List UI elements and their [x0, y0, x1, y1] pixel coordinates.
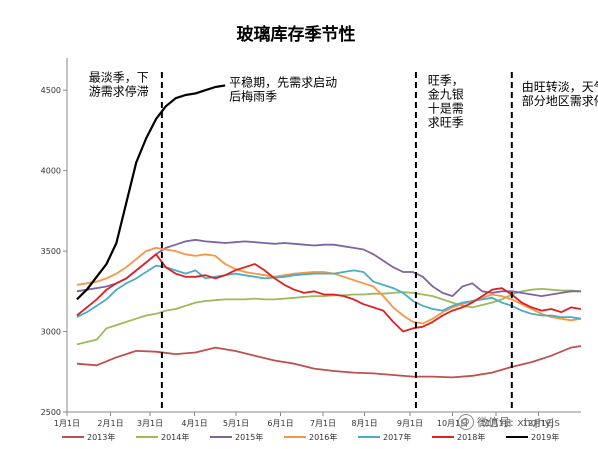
legend-label: 2018年	[457, 432, 485, 442]
annotation-text: 游需求停滞	[89, 83, 149, 98]
annotation-text: 平稳期，先需求启动	[229, 74, 337, 89]
x-tick-label: 3月1日	[137, 419, 163, 428]
x-tick-label: 6月1日	[267, 419, 293, 428]
series-line-2018年	[76, 253, 582, 333]
legend-label: 2019年	[531, 432, 559, 442]
watermark: 微信号: xhqhyjs	[458, 414, 560, 430]
x-tick-label: 2月1日	[97, 419, 123, 428]
y-tick-label: 4500	[41, 86, 61, 95]
annotation-text: 部分地区需求停滞	[522, 93, 598, 108]
series-line-2015年	[76, 238, 581, 298]
legend-label: 2015年	[235, 432, 263, 442]
legend-label: 2016年	[309, 432, 337, 442]
watermark-label: 微信号: xhqhyjs	[477, 416, 560, 429]
x-tick-label: 7月1日	[310, 419, 336, 428]
y-tick-label: 3000	[41, 328, 61, 337]
y-tick-label: 3500	[41, 247, 61, 256]
x-tick-label: 9月1日	[397, 419, 423, 428]
series-layer	[76, 84, 582, 379]
annotation-text: 金九银	[428, 87, 464, 102]
annotation-text: 由旺转淡，天气转冷，	[522, 79, 598, 94]
legend-label: 2013年	[87, 432, 115, 442]
y-tick-label: 2500	[41, 408, 61, 417]
annotation-text: 十是需	[428, 102, 464, 116]
wechat-icon	[458, 414, 474, 430]
legend-label: 2017年	[383, 432, 411, 442]
x-tick-label: 5月1日	[223, 419, 249, 428]
annotation-text: 后梅雨季	[229, 88, 277, 103]
annotation-text: 最淡季，下	[89, 70, 149, 84]
series-line-2019年	[76, 84, 226, 301]
annotation-text: 旺季，	[428, 74, 464, 88]
x-tick-label: 10月1日	[437, 419, 468, 428]
x-tick-label: 8月1日	[351, 419, 377, 428]
y-tick-label: 4000	[41, 167, 61, 176]
series-line-2016年	[76, 246, 582, 325]
x-tick-label: 12月1日	[523, 419, 554, 428]
x-tick-label: 4月1日	[181, 419, 207, 428]
chart-title: 玻璃库存季节性	[237, 24, 356, 45]
x-tick-label: 11月1日	[480, 419, 511, 428]
divider-lines	[160, 72, 513, 412]
axes: 2500 3000 3500 4000 4500 1月1日 2月1日 3月1日 4月1日 5月1日…	[41, 58, 581, 428]
annotation-text: 求旺季	[428, 116, 464, 130]
legend-label: 2014年	[161, 432, 189, 442]
x-tick-label: 1月1日	[54, 419, 80, 428]
series-line-2013年	[76, 345, 582, 379]
legend: 2013年 2014年 2015年 2016年 2017年 2018年 2019年	[62, 432, 559, 442]
